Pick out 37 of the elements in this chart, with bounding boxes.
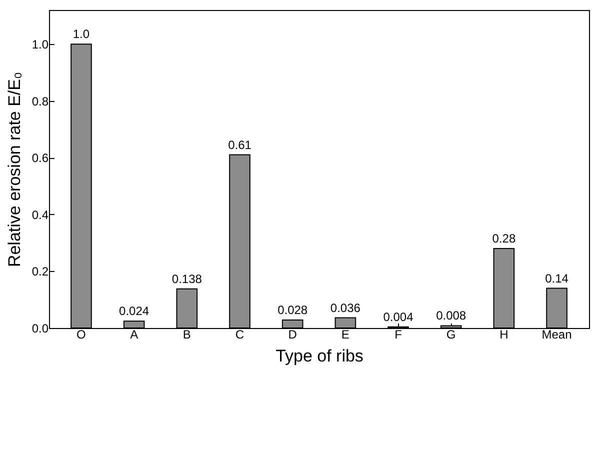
y-axis-title: Relative erosion rate E/E₀ (4, 72, 24, 268)
bar (546, 288, 568, 328)
x-tick-label: C (235, 328, 244, 342)
bar (70, 44, 92, 328)
y-tick-label: 1.0 (32, 38, 49, 52)
bar (493, 248, 515, 328)
x-tick-label: Mean (542, 328, 572, 342)
x-tick-label: O (76, 328, 86, 342)
bar (176, 288, 198, 328)
data-label: 1.0 (72, 27, 90, 42)
x-tick-label: H (500, 328, 508, 342)
bar (282, 320, 304, 328)
y-tick-label: 0.0 (32, 322, 49, 336)
data-label: 0.14 (545, 271, 569, 286)
data-label: 0.024 (119, 304, 150, 318)
data-label: 0.008 (436, 308, 466, 323)
data-label: 0.004 (383, 310, 414, 324)
y-tick-label: 0.6 (32, 151, 49, 166)
bar (440, 325, 462, 328)
y-tick-label: 0.2 (32, 264, 49, 279)
data-label: 0.036 (330, 300, 361, 315)
y-tick-label: 0.8 (32, 94, 49, 108)
data-label: 0.28 (492, 232, 516, 246)
y-tick-label: 0.4 (32, 208, 49, 222)
data-label: 0.138 (172, 272, 202, 286)
bar (334, 317, 356, 328)
bar (123, 320, 145, 328)
bar (229, 154, 250, 328)
data-label: 0.028 (278, 303, 308, 318)
x-tick-label: B (182, 328, 191, 342)
x-tick-label: G (446, 328, 456, 342)
x-tick-label: E (341, 328, 350, 342)
x-tick-label: F (394, 328, 402, 342)
data-label: 0.61 (228, 138, 252, 152)
x-tick-label: D (288, 328, 298, 342)
x-axis-title: Type of ribs (276, 346, 364, 366)
x-tick-label: A (130, 328, 138, 342)
